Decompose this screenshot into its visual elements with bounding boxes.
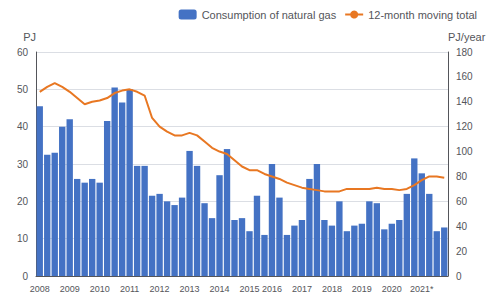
svg-text:20: 20 bbox=[17, 196, 29, 207]
svg-text:2008: 2008 bbox=[30, 284, 50, 294]
svg-text:2011: 2011 bbox=[120, 284, 139, 294]
svg-text:2013: 2013 bbox=[180, 284, 200, 294]
svg-text:2018: 2018 bbox=[322, 284, 342, 294]
svg-text:0: 0 bbox=[456, 271, 462, 282]
svg-text:2014: 2014 bbox=[210, 284, 230, 294]
svg-text:2009: 2009 bbox=[60, 284, 80, 294]
svg-text:60: 60 bbox=[17, 47, 29, 58]
svg-text:2020: 2020 bbox=[382, 284, 402, 294]
svg-text:2012: 2012 bbox=[150, 284, 170, 294]
svg-text:12-month moving total: 12-month moving total bbox=[368, 9, 477, 21]
svg-text:2021*: 2021* bbox=[410, 284, 434, 294]
svg-text:180: 180 bbox=[456, 47, 473, 58]
svg-text:PJ: PJ bbox=[23, 31, 36, 43]
svg-text:10: 10 bbox=[17, 233, 29, 244]
svg-text:40: 40 bbox=[456, 221, 468, 232]
svg-text:Consumption of natural gas: Consumption of natural gas bbox=[202, 9, 337, 21]
svg-text:20: 20 bbox=[456, 246, 468, 257]
svg-text:50: 50 bbox=[17, 84, 29, 95]
svg-text:2010: 2010 bbox=[90, 284, 110, 294]
svg-text:2016: 2016 bbox=[262, 284, 282, 294]
svg-text:160: 160 bbox=[456, 71, 473, 82]
svg-text:60: 60 bbox=[456, 196, 468, 207]
svg-text:120: 120 bbox=[456, 121, 473, 132]
svg-text:40: 40 bbox=[17, 121, 29, 132]
svg-text:80: 80 bbox=[456, 171, 468, 182]
svg-text:140: 140 bbox=[456, 96, 473, 107]
svg-text:100: 100 bbox=[456, 146, 473, 157]
svg-text:2019: 2019 bbox=[352, 284, 372, 294]
svg-text:0: 0 bbox=[22, 271, 28, 282]
svg-text:2015: 2015 bbox=[239, 284, 259, 294]
svg-text:30: 30 bbox=[17, 159, 29, 170]
svg-text:2017: 2017 bbox=[292, 284, 312, 294]
svg-text:PJ/year: PJ/year bbox=[448, 31, 486, 43]
